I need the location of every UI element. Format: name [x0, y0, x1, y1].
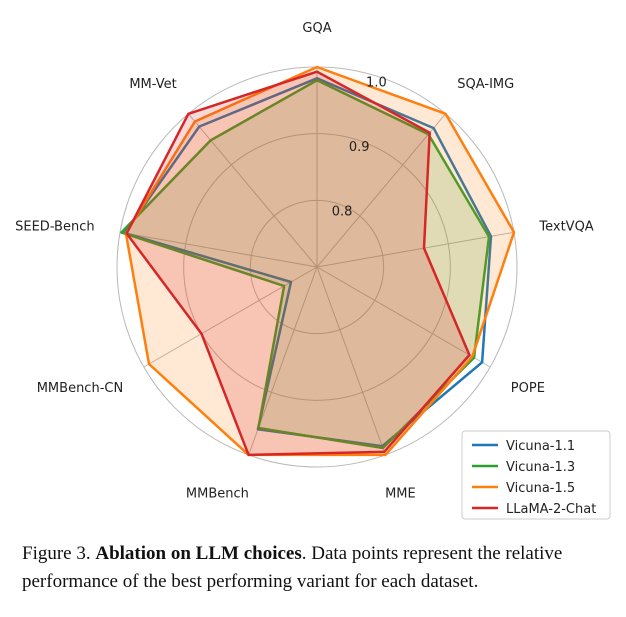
axis-label: SEED-Bench [15, 219, 94, 234]
axis-label: MME [385, 487, 416, 502]
radar-labels: 0.8 0.9 1.0 GQA SQA-IMG TextVQA POPE MME MMBench… [15, 21, 594, 502]
legend: Vicuna-1.1 Vicuna-1.3 Vicuna-1.5 LLaMA-2… [461, 430, 611, 520]
legend-item: Vicuna-1.3 [472, 460, 575, 475]
radial-tick-label: 0.8 [332, 204, 353, 219]
axis-label: GQA [302, 21, 331, 36]
axis-label: SQA-IMG [457, 77, 514, 92]
series-polygon [120, 79, 491, 450]
axis-label: MMBench [186, 487, 249, 502]
caption-body: . Data points represent the relative per… [22, 543, 563, 592]
legend-label: LLaMA-2-Chat [506, 502, 596, 517]
grid-spoke [316, 266, 386, 456]
axis-label: TextVQA [538, 219, 593, 234]
grid-spoke [119, 231, 318, 268]
legend-item: Vicuna-1.5 [472, 481, 575, 496]
radar-series [120, 65, 516, 457]
radar-grid [116, 66, 518, 468]
grid-spoke [316, 266, 491, 368]
legend-label: Vicuna-1.1 [506, 439, 575, 454]
caption-prefix: Figure 3. [22, 543, 96, 564]
figure-caption: Figure 3. Ablation on LLM choices. Data … [22, 540, 612, 596]
legend-item: Vicuna-1.1 [472, 439, 575, 454]
caption-title: Ablation on LLM choices [95, 543, 302, 564]
series-polygon [125, 70, 471, 457]
radial-tick-label: 1.0 [366, 76, 387, 91]
grid-spoke [143, 266, 318, 368]
grid-spoke [188, 113, 318, 268]
series-polygon [124, 65, 516, 457]
axis-label: MM-Vet [129, 77, 176, 92]
legend-label: Vicuna-1.3 [506, 460, 575, 475]
grid-spoke [316, 231, 515, 268]
legend-item: LLaMA-2-Chat [472, 502, 596, 517]
radial-tick-label: 0.9 [349, 140, 370, 155]
axis-label: POPE [511, 381, 545, 396]
radar-chart: 0.8 0.9 1.0 GQA SQA-IMG TextVQA POPE MME MMBench… [15, 21, 611, 520]
axis-label: MMBench-CN [37, 381, 123, 396]
grid-spoke [316, 113, 446, 268]
legend-label: Vicuna-1.5 [506, 481, 575, 496]
legend-box [461, 430, 611, 520]
